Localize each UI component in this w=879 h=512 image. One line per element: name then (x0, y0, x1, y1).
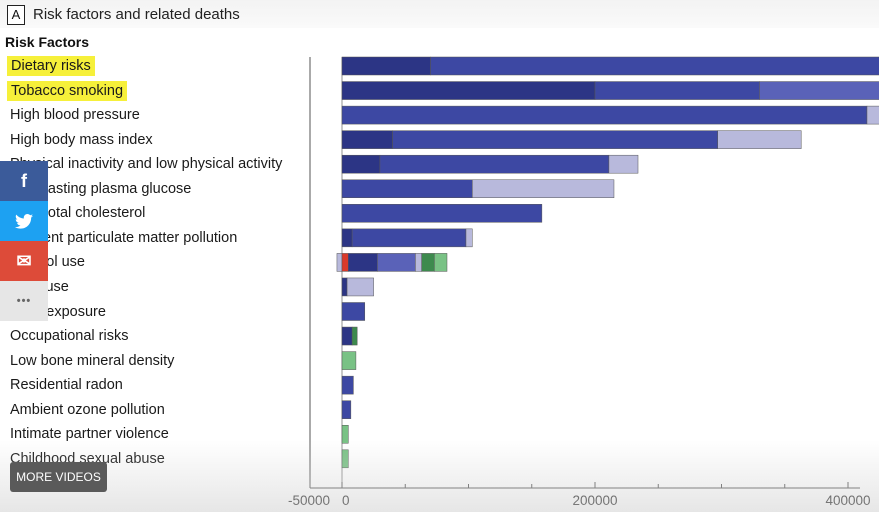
risk-factor-label: High body mass index (10, 131, 153, 148)
bar-segment (341, 351, 357, 370)
risk-factor-label: Ambient ozone pollution (10, 401, 165, 418)
risk-factor-label: Physical inactivity and low physical act… (10, 156, 283, 173)
twitter-icon (15, 213, 33, 229)
bar-segment (341, 302, 366, 321)
email-share-button[interactable]: ✉ (0, 241, 48, 281)
bar-segment (341, 56, 431, 76)
bar-segment (717, 130, 802, 149)
risk-factor-label: Ambient particulate matter pollution (10, 229, 238, 246)
bar-segment (377, 253, 416, 272)
x-tick-label: 0 (342, 493, 350, 508)
x-tick-label: 400000 (825, 493, 870, 508)
bar-segment (608, 154, 639, 174)
bar-segment (341, 425, 349, 444)
bar-segment (341, 449, 349, 469)
bar-segment (341, 179, 473, 198)
bar-segment (434, 253, 448, 272)
bar-segment (421, 253, 435, 272)
bar-segment (341, 253, 349, 272)
bar-segment (866, 105, 879, 125)
bar-segment (341, 228, 353, 248)
bar-segment (341, 105, 868, 125)
bar-segment (341, 204, 543, 223)
risk-factor-label: Tobacco smoking (7, 80, 128, 101)
bar-segment (379, 154, 610, 174)
bar-segment (341, 375, 354, 395)
bar-segment (341, 326, 353, 346)
x-tick-label: 200000 (572, 493, 617, 508)
bar-segment (351, 228, 467, 248)
bar-segment (341, 81, 596, 100)
bar-segment (346, 277, 374, 297)
x-tick-label: -50000 (288, 493, 330, 508)
panel-letter: A (7, 5, 25, 25)
bar-segment (759, 81, 879, 100)
bar-segment (341, 130, 393, 149)
bar-segment (341, 400, 352, 419)
twitter-share-button[interactable] (0, 201, 48, 241)
more-share-button[interactable]: ••• (0, 281, 48, 321)
bar-segment (465, 228, 473, 248)
risk-factor-label: High fasting plasma glucose (10, 180, 192, 197)
bar-segment (336, 253, 343, 272)
facebook-share-button[interactable]: f (0, 161, 48, 201)
bar-segment (341, 277, 348, 297)
bar-segment (351, 326, 358, 346)
bar-segment (341, 154, 381, 174)
risk-factor-label: Residential radon (10, 377, 123, 394)
risk-factor-label: Dietary risks (7, 56, 95, 76)
risk-factor-label: Occupational risks (10, 328, 129, 345)
panel-header (0, 0, 879, 28)
bar-segment (472, 179, 615, 198)
bar-segment (392, 130, 718, 149)
risk-factor-label: Intimate partner violence (10, 426, 169, 443)
bar-segment (594, 81, 760, 100)
mail-icon: ✉ (16, 250, 32, 271)
more-dots-icon: ••• (16, 295, 32, 307)
bar-segment (348, 253, 378, 272)
risk-factor-label: Low bone mineral density (10, 352, 175, 369)
risk-factor-label: High blood pressure (10, 107, 140, 124)
bar-segment (415, 253, 422, 272)
bar-segment (430, 56, 879, 76)
facebook-icon: f (21, 170, 27, 191)
panel-title: Risk factors and related deaths (33, 6, 240, 23)
section-title: Risk Factors (5, 34, 90, 50)
share-rail: f ✉ ••• (0, 161, 48, 321)
more-videos-button[interactable]: MORE VIDEOS (10, 462, 107, 492)
